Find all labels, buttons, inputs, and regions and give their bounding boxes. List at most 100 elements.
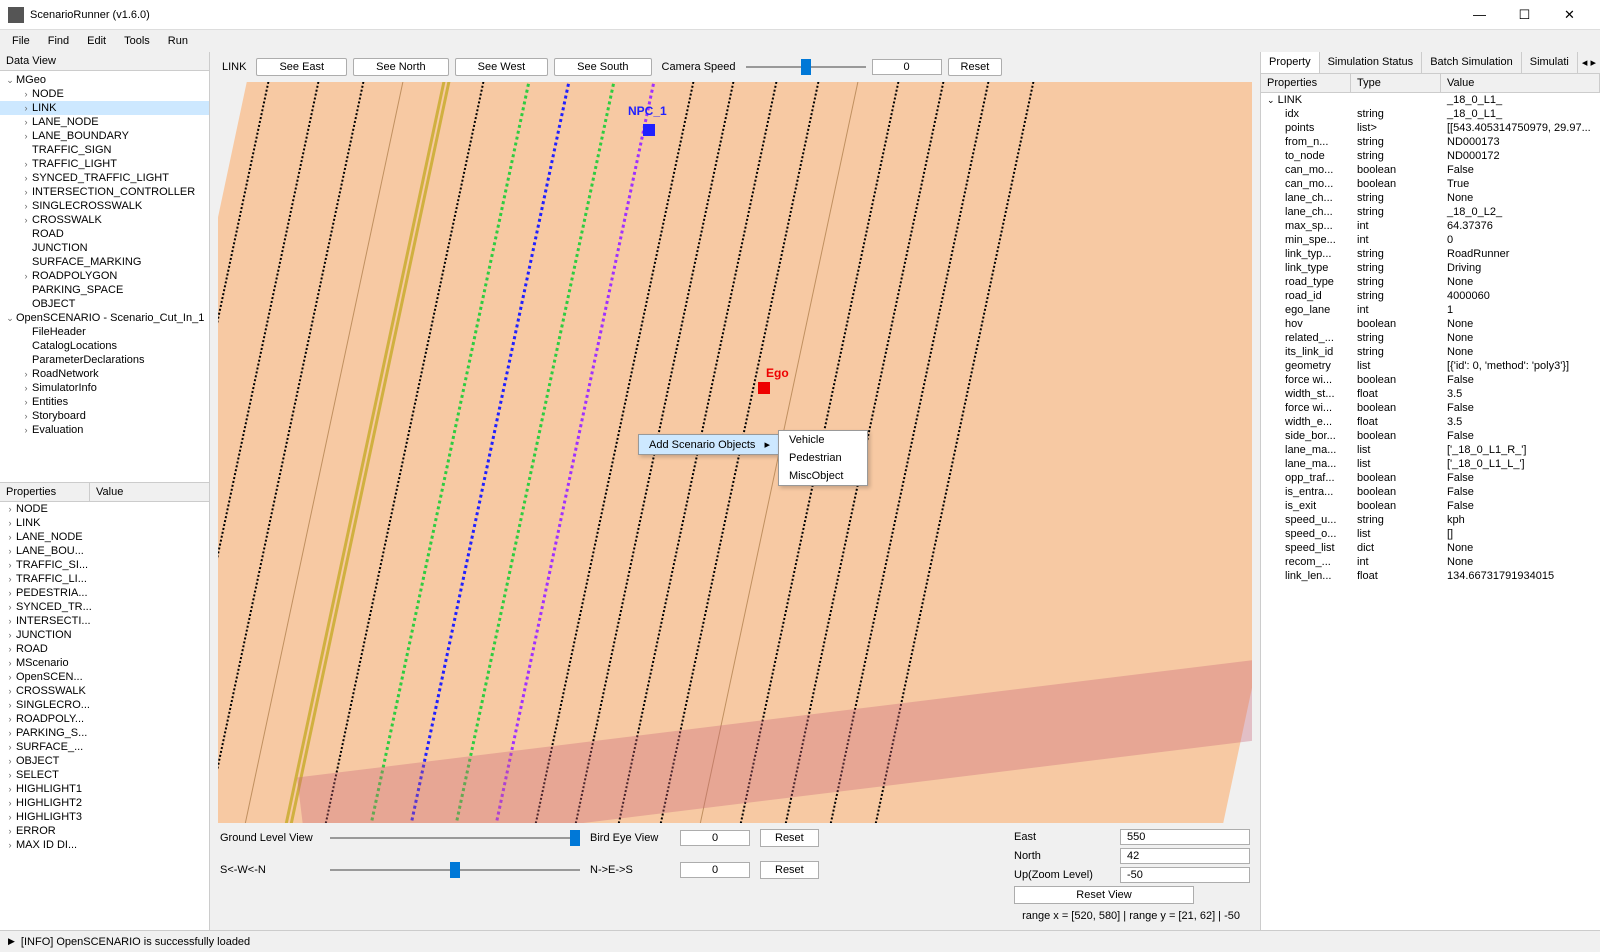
see-west-button[interactable]: See West	[455, 58, 549, 76]
tree-item[interactable]: LINK	[0, 516, 209, 530]
tree-item[interactable]: OpenSCENARIO - Scenario_Cut_In_1	[0, 311, 209, 325]
tree-item[interactable]: TRAFFIC_LI...	[0, 572, 209, 586]
menu-tools[interactable]: Tools	[116, 33, 158, 49]
tree-item[interactable]: CROSSWALK	[0, 213, 209, 227]
see-east-button[interactable]: See East	[256, 58, 347, 76]
property-grid[interactable]: Properties Type Value ⌄ LINK _18_0_L1_ i…	[1261, 74, 1600, 930]
tree-item[interactable]: SURFACE_MARKING	[0, 255, 209, 269]
property-row[interactable]: lane_ma...list['_18_0_L1_L_']	[1261, 457, 1600, 471]
tree-item[interactable]: ROADPOLY...	[0, 712, 209, 726]
nes-reset-button[interactable]: Reset	[760, 861, 819, 879]
tree-item[interactable]: LANE_BOUNDARY	[0, 129, 209, 143]
ctx-add-scenario-objects[interactable]: Add Scenario Objects ▸	[639, 435, 794, 454]
minimize-button[interactable]: —	[1457, 1, 1502, 29]
tree-item[interactable]: INTERSECTI...	[0, 614, 209, 628]
property-row[interactable]: road_idstring4000060	[1261, 289, 1600, 303]
data-view-tree[interactable]: MGeoNODELINKLANE_NODELANE_BOUNDARYTRAFFI…	[0, 71, 209, 482]
property-row[interactable]: min_spe...int0	[1261, 233, 1600, 247]
tab-batch simulation[interactable]: Batch Simulation	[1422, 52, 1522, 73]
menu-file[interactable]: File	[4, 33, 38, 49]
close-button[interactable]: ✕	[1547, 1, 1592, 29]
tree-item[interactable]: HIGHLIGHT1	[0, 782, 209, 796]
tab-simulation status[interactable]: Simulation Status	[1320, 52, 1423, 73]
property-row[interactable]: its_link_idstringNone	[1261, 345, 1600, 359]
tree-item[interactable]: ROADPOLYGON	[0, 269, 209, 283]
tab-property[interactable]: Property	[1261, 52, 1320, 73]
tree-item[interactable]: SYNCED_TR...	[0, 600, 209, 614]
property-row[interactable]: lane_ch...stringNone	[1261, 191, 1600, 205]
see-south-button[interactable]: See South	[554, 58, 651, 76]
tree-item[interactable]: JUNCTION	[0, 628, 209, 642]
tree-item[interactable]: PARKING_S...	[0, 726, 209, 740]
tree-item[interactable]: TRAFFIC_LIGHT	[0, 157, 209, 171]
property-row[interactable]: force wi...booleanFalse	[1261, 401, 1600, 415]
tree-item[interactable]: OpenSCEN...	[0, 670, 209, 684]
tree-item[interactable]: SimulatorInfo	[0, 381, 209, 395]
property-row[interactable]: link_typestringDriving	[1261, 261, 1600, 275]
property-root[interactable]: ⌄ LINK _18_0_L1_	[1261, 93, 1600, 107]
ctx-sub-pedestrian[interactable]: Pedestrian	[779, 449, 867, 467]
property-row[interactable]: idxstring_18_0_L1_	[1261, 107, 1600, 121]
property-row[interactable]: speed_u...stringkph	[1261, 513, 1600, 527]
tree-item[interactable]: NODE	[0, 87, 209, 101]
menu-find[interactable]: Find	[40, 33, 77, 49]
tree-item[interactable]: ROAD	[0, 227, 209, 241]
property-row[interactable]: width_e...float3.5	[1261, 415, 1600, 429]
tree-item[interactable]: Evaluation	[0, 423, 209, 437]
nes-input[interactable]	[680, 862, 750, 878]
tree-item[interactable]: INTERSECTION_CONTROLLER	[0, 185, 209, 199]
tree-item[interactable]: PEDESTRIA...	[0, 586, 209, 600]
tree-item[interactable]: RoadNetwork	[0, 367, 209, 381]
property-row[interactable]: is_entra...booleanFalse	[1261, 485, 1600, 499]
property-row[interactable]: max_sp...int64.37376	[1261, 219, 1600, 233]
property-row[interactable]: width_st...float3.5	[1261, 387, 1600, 401]
up-input[interactable]	[1120, 867, 1250, 883]
bird-eye-reset-button[interactable]: Reset	[760, 829, 819, 847]
camera-speed-input[interactable]	[872, 59, 942, 75]
tree-item[interactable]: FileHeader	[0, 325, 209, 339]
tree-item[interactable]: OBJECT	[0, 754, 209, 768]
tree-item[interactable]: SINGLECRO...	[0, 698, 209, 712]
tree-item[interactable]: CatalogLocations	[0, 339, 209, 353]
tree-item[interactable]: TRAFFIC_SIGN	[0, 143, 209, 157]
ego-marker[interactable]	[758, 382, 770, 394]
ctx-sub-miscobject[interactable]: MiscObject	[779, 467, 867, 485]
property-row[interactable]: hovbooleanNone	[1261, 317, 1600, 331]
tree-item[interactable]: CROSSWALK	[0, 684, 209, 698]
tab-simulati[interactable]: Simulati	[1522, 52, 1578, 73]
tree-item[interactable]: LANE_NODE	[0, 115, 209, 129]
see-north-button[interactable]: See North	[353, 58, 449, 76]
menu-edit[interactable]: Edit	[79, 33, 114, 49]
heading-slider[interactable]	[330, 862, 580, 878]
camera-speed-slider[interactable]	[746, 59, 866, 75]
tree-item[interactable]: MGeo	[0, 73, 209, 87]
tree-item[interactable]: JUNCTION	[0, 241, 209, 255]
property-row[interactable]: road_typestringNone	[1261, 275, 1600, 289]
property-row[interactable]: force wi...booleanFalse	[1261, 373, 1600, 387]
property-row[interactable]: related_...stringNone	[1261, 331, 1600, 345]
tree-item[interactable]: OBJECT	[0, 297, 209, 311]
tree-item[interactable]: NODE	[0, 502, 209, 516]
ground-level-slider[interactable]	[330, 830, 580, 846]
property-row[interactable]: speed_o...list[]	[1261, 527, 1600, 541]
tree-item[interactable]: HIGHLIGHT3	[0, 810, 209, 824]
property-row[interactable]: can_mo...booleanTrue	[1261, 177, 1600, 191]
property-row[interactable]: can_mo...booleanFalse	[1261, 163, 1600, 177]
tree-item[interactable]: ParameterDeclarations	[0, 353, 209, 367]
property-row[interactable]: recom_...intNone	[1261, 555, 1600, 569]
property-row[interactable]: opp_traf...booleanFalse	[1261, 471, 1600, 485]
maximize-button[interactable]: ☐	[1502, 1, 1547, 29]
tree-item[interactable]: SELECT	[0, 768, 209, 782]
tree-item[interactable]: Entities	[0, 395, 209, 409]
ctx-sub-vehicle[interactable]: Vehicle	[779, 431, 867, 449]
east-input[interactable]	[1120, 829, 1250, 845]
property-row[interactable]: from_n...stringND000173	[1261, 135, 1600, 149]
bird-eye-input[interactable]	[680, 830, 750, 846]
tree-item[interactable]: PARKING_SPACE	[0, 283, 209, 297]
tree-item[interactable]: SURFACE_...	[0, 740, 209, 754]
property-row[interactable]: side_bor...booleanFalse	[1261, 429, 1600, 443]
npc-marker[interactable]	[643, 124, 655, 136]
property-row[interactable]: lane_ch...string_18_0_L2_	[1261, 205, 1600, 219]
tree-item[interactable]: LANE_BOU...	[0, 544, 209, 558]
tree-item[interactable]: Storyboard	[0, 409, 209, 423]
